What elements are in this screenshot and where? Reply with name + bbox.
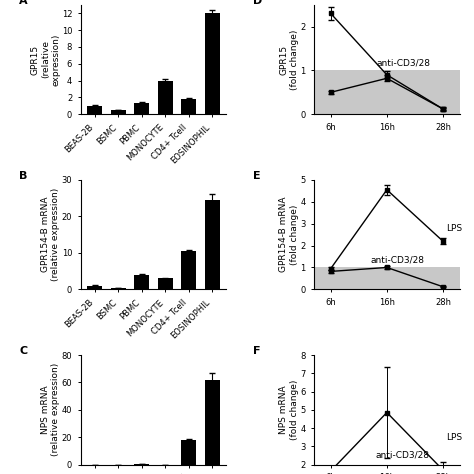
Y-axis label: GPR15
(relative
expression): GPR15 (relative expression) <box>30 33 60 86</box>
Y-axis label: NPS mRNA
(relative expression): NPS mRNA (relative expression) <box>41 363 60 456</box>
Text: D: D <box>253 0 262 6</box>
Bar <box>314 267 460 289</box>
Y-axis label: NPS mRNA
(fold change): NPS mRNA (fold change) <box>280 380 299 440</box>
Text: C: C <box>19 346 27 356</box>
Text: E: E <box>253 171 260 181</box>
Text: anti-CD3/28: anti-CD3/28 <box>377 58 431 67</box>
Bar <box>181 440 196 465</box>
Text: anti-CD3/28: anti-CD3/28 <box>375 451 429 460</box>
Bar <box>205 13 220 114</box>
Bar <box>181 251 196 289</box>
Text: A: A <box>19 0 28 6</box>
Bar <box>158 81 173 114</box>
Bar <box>87 106 102 114</box>
Bar <box>110 288 126 289</box>
Y-axis label: GPR154-B mRNA
(fold change): GPR154-B mRNA (fold change) <box>280 197 299 273</box>
Text: B: B <box>19 171 27 181</box>
Bar <box>158 278 173 289</box>
Text: LPS: LPS <box>446 433 462 442</box>
Bar <box>181 99 196 114</box>
Bar <box>134 103 149 114</box>
Bar <box>134 275 149 289</box>
Bar <box>87 286 102 289</box>
Bar <box>134 464 149 465</box>
Text: anti-CD3/28: anti-CD3/28 <box>370 255 424 264</box>
Y-axis label: GPR15
(fold change): GPR15 (fold change) <box>280 29 299 90</box>
Bar <box>314 71 460 114</box>
Text: F: F <box>253 346 260 356</box>
Y-axis label: GPR154-B mRNA
(relative expression): GPR154-B mRNA (relative expression) <box>41 188 60 281</box>
Bar <box>110 110 126 114</box>
Bar <box>205 380 220 465</box>
Bar <box>205 200 220 289</box>
Text: LPS: LPS <box>446 224 462 233</box>
